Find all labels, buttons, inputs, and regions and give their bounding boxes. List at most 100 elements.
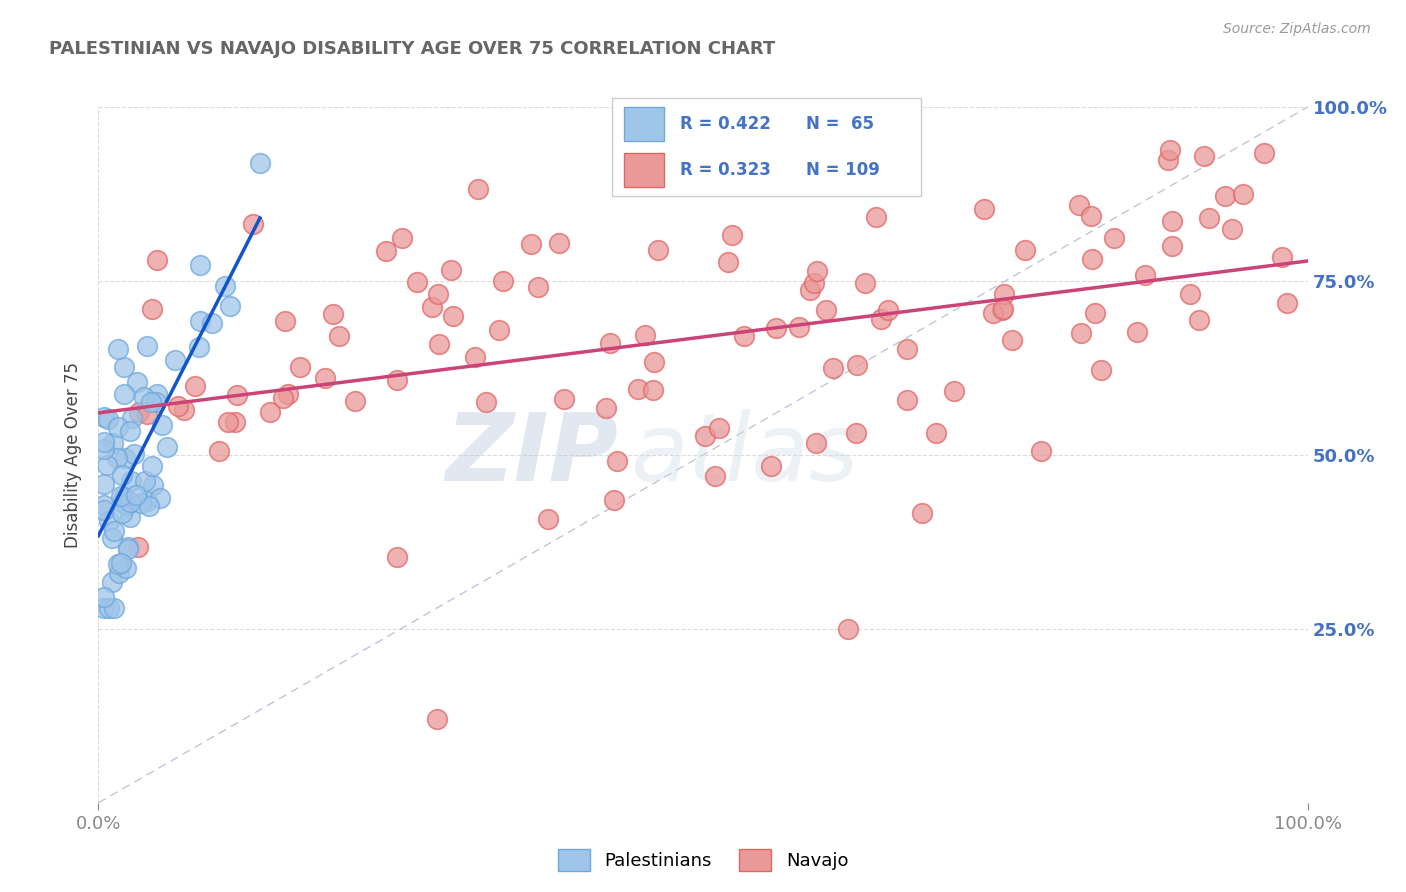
Point <box>115 560 138 574</box>
Point <box>1178 286 1201 301</box>
Point <box>1253 145 1275 160</box>
Point <box>219 299 242 313</box>
Point <box>93 498 115 512</box>
Point <box>103 601 125 615</box>
Point <box>1126 325 1149 339</box>
Point <box>134 475 156 489</box>
Point <box>759 458 782 473</box>
Point <box>139 395 162 409</box>
Point <box>870 312 893 326</box>
Point <box>626 382 648 396</box>
Point <box>426 712 449 726</box>
Point <box>100 574 122 589</box>
Point <box>98 514 121 528</box>
Point <box>93 503 115 517</box>
Point <box>120 475 142 489</box>
Point <box>93 601 115 615</box>
Point <box>149 491 172 506</box>
Point <box>387 549 409 564</box>
Y-axis label: Disability Age Over 75: Disability Age Over 75 <box>65 362 83 548</box>
Point <box>641 383 664 397</box>
Point <box>896 342 918 356</box>
Point <box>127 540 149 554</box>
Point <box>277 386 299 401</box>
Point <box>145 394 167 409</box>
Point <box>1014 243 1036 257</box>
Point <box>426 286 449 301</box>
Point <box>184 379 207 393</box>
Point <box>314 370 336 384</box>
Point <box>167 399 190 413</box>
Legend: Palestinians, Navajo: Palestinians, Navajo <box>550 842 856 879</box>
Point <box>322 307 344 321</box>
Point <box>1159 143 1181 157</box>
Point <box>1192 148 1215 162</box>
Point <box>993 301 1015 316</box>
Point <box>136 339 159 353</box>
Point <box>537 512 560 526</box>
Text: N =  65: N = 65 <box>807 115 875 133</box>
Point <box>1102 231 1125 245</box>
Point <box>717 255 740 269</box>
Point <box>806 436 828 450</box>
Point <box>128 405 150 419</box>
Point <box>1081 252 1104 267</box>
Point <box>101 435 124 450</box>
Point <box>259 405 281 419</box>
Point <box>990 303 1012 318</box>
Point <box>112 386 135 401</box>
Point <box>226 388 249 402</box>
Point <box>152 418 174 433</box>
Point <box>93 409 115 424</box>
Point <box>943 384 966 398</box>
Point <box>208 443 231 458</box>
Point <box>896 393 918 408</box>
Point <box>115 498 138 512</box>
Point <box>187 340 209 354</box>
Point <box>814 303 837 318</box>
Point <box>441 309 464 323</box>
Point <box>96 458 118 472</box>
Text: ZIP: ZIP <box>446 409 619 501</box>
Point <box>173 403 195 417</box>
Point <box>93 434 115 449</box>
Point <box>464 350 486 364</box>
Point <box>1160 239 1182 253</box>
Point <box>981 306 1004 320</box>
Text: Source: ZipAtlas.com: Source: ZipAtlas.com <box>1223 22 1371 37</box>
Point <box>93 442 115 457</box>
Text: atlas: atlas <box>630 409 859 500</box>
Point <box>427 337 450 351</box>
Point <box>647 243 669 257</box>
Point <box>217 415 239 429</box>
Point <box>97 412 120 426</box>
Point <box>124 448 146 462</box>
Point <box>1220 222 1243 236</box>
Point <box>249 155 271 169</box>
Point <box>135 407 157 421</box>
Point <box>803 276 825 290</box>
Point <box>853 276 876 290</box>
Point <box>111 467 134 482</box>
Point <box>385 374 408 388</box>
Point <box>519 236 541 251</box>
Point <box>704 468 727 483</box>
Point <box>837 622 859 636</box>
Point <box>112 492 135 507</box>
FancyBboxPatch shape <box>624 107 664 141</box>
Point <box>97 601 120 615</box>
Point <box>1090 363 1112 377</box>
Point <box>845 426 868 441</box>
Point <box>156 440 179 454</box>
Point <box>214 278 236 293</box>
Point <box>375 244 398 258</box>
Point <box>111 506 134 520</box>
Point <box>602 492 624 507</box>
Point <box>103 524 125 538</box>
Point <box>188 313 211 327</box>
Point <box>488 323 510 337</box>
Point <box>422 300 444 314</box>
Point <box>165 353 187 368</box>
Point <box>118 509 141 524</box>
Point <box>146 253 169 268</box>
